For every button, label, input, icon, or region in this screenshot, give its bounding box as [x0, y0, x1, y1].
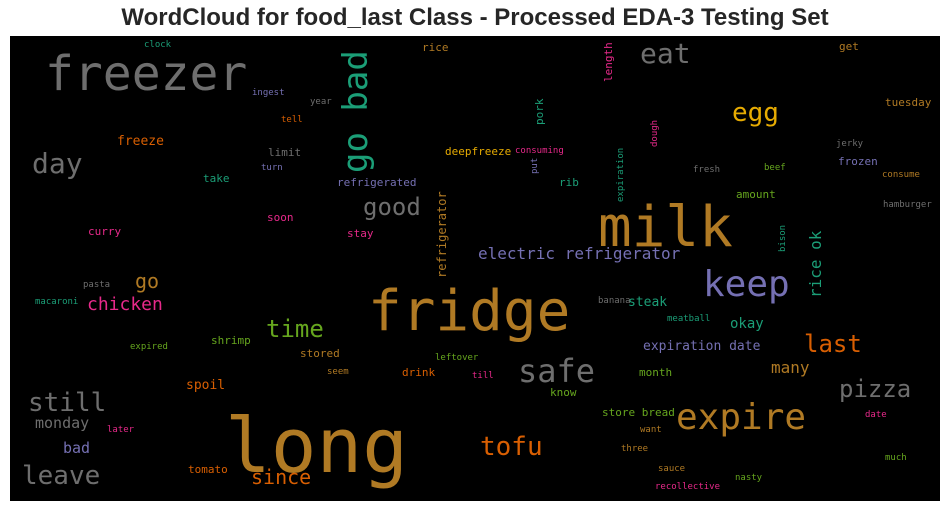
word-good: good — [363, 193, 421, 221]
word-till: till — [472, 371, 494, 381]
word-leave: leave — [22, 461, 101, 491]
word-steak: steak — [628, 295, 668, 310]
word-expire: expire — [676, 397, 807, 438]
word-store-bread: store bread — [602, 406, 675, 419]
word-tofu: tofu — [480, 432, 543, 462]
word-nasty: nasty — [735, 473, 763, 483]
word-turn: turn — [261, 163, 283, 173]
word-rice: rice — [422, 41, 449, 54]
word-sauce: sauce — [658, 464, 686, 474]
word-tuesday: tuesday — [885, 96, 932, 109]
word-curry: curry — [88, 225, 122, 238]
word-macaroni: macaroni — [35, 297, 79, 307]
word-deepfreeze: deepfreeze — [445, 145, 512, 158]
word-fridge: fridge — [368, 279, 571, 344]
word-put: put — [530, 157, 540, 174]
word-bison: bison — [778, 224, 788, 252]
word-shrimp: shrimp — [211, 334, 251, 347]
word-rib: rib — [559, 176, 579, 189]
word-meatball: meatball — [667, 314, 711, 324]
word-amount: amount — [736, 188, 776, 201]
word-freezer: freezer — [45, 46, 248, 102]
word-fresh: fresh — [693, 165, 721, 175]
word-date: date — [865, 410, 887, 420]
word-go: go — [135, 269, 160, 293]
word-ingest: ingest — [252, 88, 285, 98]
word-refrigerated: refrigerated — [337, 176, 417, 189]
word-expired: expired — [130, 342, 168, 352]
word-stored: stored — [300, 347, 340, 360]
chart-title: WordCloud for food_last Class - Processe… — [121, 4, 829, 31]
word-keep: keep — [703, 264, 790, 305]
word-much: much — [885, 453, 907, 463]
wordcloud-canvas: long fridge milk freezer keep expire safe go ba… — [10, 36, 940, 501]
word-monday: monday — [35, 414, 90, 432]
word-stay: stay — [347, 227, 374, 240]
word-milk: milk — [598, 195, 733, 260]
word-egg: egg — [732, 98, 779, 128]
word-refrigerator: refrigerator — [435, 191, 449, 278]
word-eat: eat — [640, 37, 691, 70]
word-rice-ok: rice ok — [806, 230, 825, 298]
word-drink: drink — [402, 366, 436, 379]
word-recollective: recollective — [655, 482, 721, 492]
word-tell: tell — [281, 115, 303, 125]
word-year: year — [310, 97, 332, 107]
word-last: last — [804, 330, 862, 358]
word-expiration-date: expiration date — [643, 339, 761, 354]
word-want: want — [640, 425, 662, 435]
word-go-bad: go bad — [336, 50, 376, 173]
word-seem: seem — [327, 367, 349, 377]
word-soon: soon — [267, 211, 294, 224]
word-leftover: leftover — [435, 353, 479, 363]
word-clock: clock — [144, 40, 172, 50]
word-many: many — [771, 358, 810, 377]
word-month: month — [639, 366, 673, 379]
word-three: three — [621, 444, 649, 454]
word-time: time — [266, 315, 324, 343]
word-expiration: expiration — [616, 147, 626, 202]
word-pasta: pasta — [83, 280, 111, 290]
word-tomato: tomato — [188, 463, 228, 476]
word-dough: dough — [650, 119, 660, 147]
word-electric-refrigerator: electric refrigerator — [478, 244, 681, 263]
word-still: still — [28, 388, 107, 418]
word-consume: consume — [882, 170, 920, 180]
word-spoil: spoil — [186, 378, 226, 393]
word-chicken: chicken — [87, 294, 163, 315]
word-limit: limit — [268, 146, 302, 159]
word-day: day — [32, 147, 83, 180]
word-later: later — [107, 425, 135, 435]
word-take: take — [203, 172, 230, 185]
word-pork: pork — [533, 98, 546, 126]
word-safe: safe — [518, 352, 596, 390]
word-consuming: consuming — [515, 146, 564, 156]
word-jerky: jerky — [836, 139, 864, 149]
word-bad: bad — [63, 439, 91, 457]
word-banana: banana — [598, 296, 631, 306]
word-frozen: frozen — [838, 155, 878, 168]
word-long: long — [225, 401, 409, 490]
word-length: length — [602, 42, 615, 82]
word-beef: beef — [764, 163, 786, 173]
word-pizza: pizza — [839, 375, 912, 403]
word-freeze: freeze — [117, 134, 164, 149]
word-know: know — [550, 386, 577, 399]
word-since: since — [251, 465, 312, 489]
word-okay: okay — [730, 316, 764, 332]
word-hamburger: hamburger — [883, 200, 932, 210]
word-get: get — [839, 40, 859, 53]
